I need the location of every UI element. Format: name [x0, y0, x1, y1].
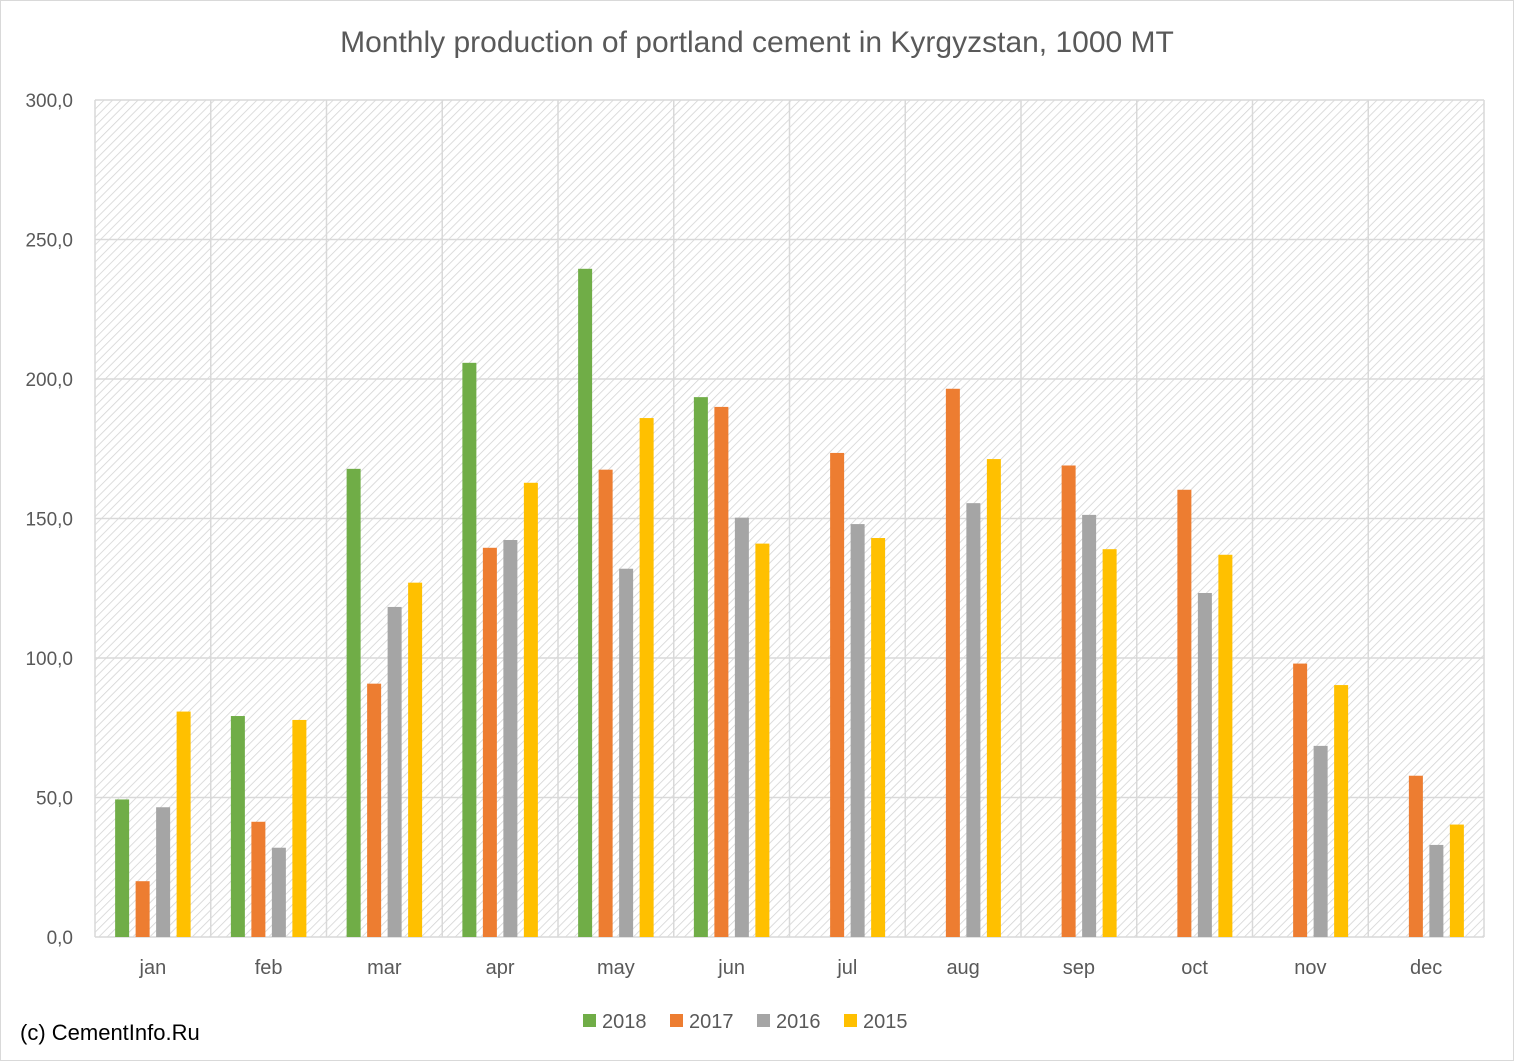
- bar-2017-oct: [1177, 489, 1192, 937]
- bar-2016-may: [619, 568, 634, 937]
- x-axis: jan feb mar apr may jun jul aug sep oct nov dec: [139, 957, 1443, 979]
- y-tick-label: 300,0: [25, 91, 73, 112]
- legend-swatch-2017: [670, 1014, 683, 1027]
- legend-label-2015: 2015: [863, 1011, 908, 1033]
- bar-2017-feb: [251, 821, 266, 937]
- bar-2016-oct: [1197, 592, 1212, 937]
- bar-2015-may: [639, 418, 654, 937]
- bar-2015-sep: [1102, 549, 1117, 937]
- x-tick-label: apr: [486, 957, 515, 979]
- x-tick-label: may: [597, 957, 635, 979]
- bar-2016-sep: [1082, 514, 1097, 937]
- bar-2017-apr: [482, 547, 497, 937]
- bar-2018-may: [578, 268, 593, 937]
- bar-2015-nov: [1334, 685, 1349, 937]
- bar-2016-apr: [503, 539, 518, 937]
- legend-swatch-2016: [757, 1014, 770, 1027]
- legend: 2018 2017 2016 2015: [583, 1011, 908, 1033]
- bar-2015-oct: [1218, 554, 1233, 937]
- bar-2015-mar: [408, 582, 423, 937]
- y-tick-label: 50,0: [36, 789, 73, 810]
- y-tick-label: 200,0: [25, 370, 73, 391]
- legend-label-2017: 2017: [689, 1011, 734, 1033]
- x-tick-label: jun: [717, 957, 745, 979]
- legend-label-2018: 2018: [602, 1011, 647, 1033]
- bar-2017-may: [598, 469, 613, 937]
- bar-2016-nov: [1313, 745, 1328, 937]
- x-tick-label: aug: [946, 957, 979, 979]
- bar-2018-jan: [115, 799, 130, 937]
- y-tick-label: 150,0: [25, 510, 73, 531]
- bar-2018-mar: [346, 468, 361, 937]
- copyright-text: (c) CementInfo.Ru: [20, 1020, 200, 1045]
- x-tick-label: sep: [1063, 957, 1095, 979]
- bar-2017-dec: [1408, 775, 1423, 937]
- bars: [115, 268, 1464, 937]
- bar-2018-feb: [230, 716, 245, 937]
- bar-2016-dec: [1429, 844, 1444, 937]
- bar-2016-jul: [850, 524, 865, 937]
- bar-2016-aug: [966, 503, 981, 937]
- bar-2016-feb: [271, 847, 286, 937]
- bar-2015-jan: [176, 711, 191, 937]
- bar-2017-jul: [830, 452, 845, 937]
- gridlines: [94, 99, 1485, 938]
- bar-2016-jan: [156, 807, 171, 937]
- y-tick-label: 0,0: [47, 928, 73, 949]
- bar-2015-dec: [1449, 824, 1464, 937]
- bar-2017-sep: [1061, 465, 1076, 937]
- x-tick-label: oct: [1181, 957, 1208, 979]
- bar-2017-aug: [945, 388, 960, 937]
- bar-2015-jul: [871, 538, 886, 937]
- x-tick-label: feb: [255, 957, 283, 979]
- bar-2017-jan: [135, 881, 150, 937]
- legend-swatch-2018: [583, 1014, 596, 1027]
- x-tick-label: jul: [836, 957, 857, 979]
- bar-2017-jun: [714, 406, 729, 937]
- bar-2017-nov: [1293, 663, 1308, 937]
- bar-2016-jun: [734, 517, 749, 937]
- bar-2015-jun: [755, 543, 770, 937]
- x-tick-label: mar: [367, 957, 402, 979]
- bar-2018-apr: [462, 362, 477, 937]
- x-tick-label: dec: [1410, 957, 1442, 979]
- bar-2016-mar: [387, 606, 402, 937]
- y-axis: 0,0 50,0 100,0 150,0 200,0 250,0 300,0: [25, 91, 73, 949]
- y-tick-label: 250,0: [25, 231, 73, 252]
- x-tick-label: jan: [139, 957, 167, 979]
- legend-swatch-2015: [844, 1014, 857, 1027]
- x-tick-label: nov: [1294, 957, 1326, 979]
- bar-2015-feb: [292, 719, 307, 937]
- chart-title: Monthly production of portland cement in…: [340, 26, 1174, 59]
- bar-2018-jun: [693, 397, 708, 937]
- y-tick-label: 100,0: [25, 649, 73, 670]
- legend-label-2016: 2016: [776, 1011, 821, 1033]
- bar-2017-mar: [367, 683, 382, 937]
- bar-2015-aug: [986, 459, 1001, 937]
- bar-2015-apr: [523, 482, 538, 937]
